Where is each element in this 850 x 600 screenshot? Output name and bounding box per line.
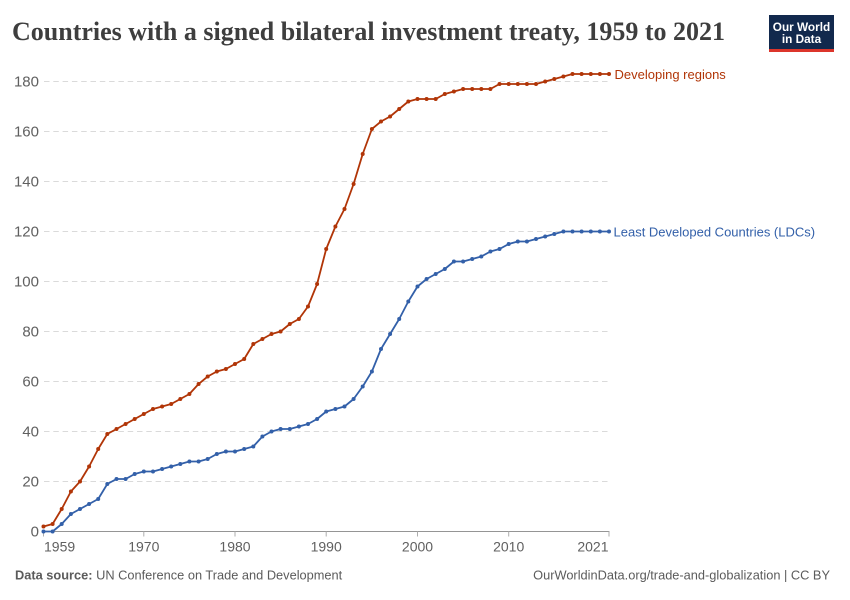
svg-text:40: 40 <box>22 424 39 441</box>
svg-text:0: 0 <box>31 524 39 541</box>
svg-text:80: 80 <box>22 324 39 341</box>
svg-text:60: 60 <box>22 374 39 391</box>
svg-text:OurWorldinData.org/trade-and-g: OurWorldinData.org/trade-and-globalizati… <box>533 568 830 583</box>
svg-text:Data source: UN Conference on: Data source: UN Conference on Trade and … <box>15 568 343 583</box>
svg-text:2021: 2021 <box>577 539 608 555</box>
svg-text:Countries with a signed bilate: Countries with a signed bilateral invest… <box>12 17 725 46</box>
svg-text:1990: 1990 <box>311 539 342 555</box>
svg-text:2000: 2000 <box>402 539 433 555</box>
svg-text:140: 140 <box>14 174 39 191</box>
svg-text:1980: 1980 <box>219 539 250 555</box>
svg-text:120: 120 <box>14 224 39 241</box>
svg-text:1959: 1959 <box>44 539 75 555</box>
svg-text:Least Developed Countries (LDC: Least Developed Countries (LDCs) <box>614 224 816 239</box>
svg-text:2010: 2010 <box>493 539 524 555</box>
svg-text:100: 100 <box>14 274 39 291</box>
svg-text:160: 160 <box>14 124 39 141</box>
svg-text:180: 180 <box>14 74 39 91</box>
svg-text:Developing regions: Developing regions <box>615 67 727 82</box>
svg-text:20: 20 <box>22 474 39 491</box>
svg-text:1970: 1970 <box>128 539 159 555</box>
